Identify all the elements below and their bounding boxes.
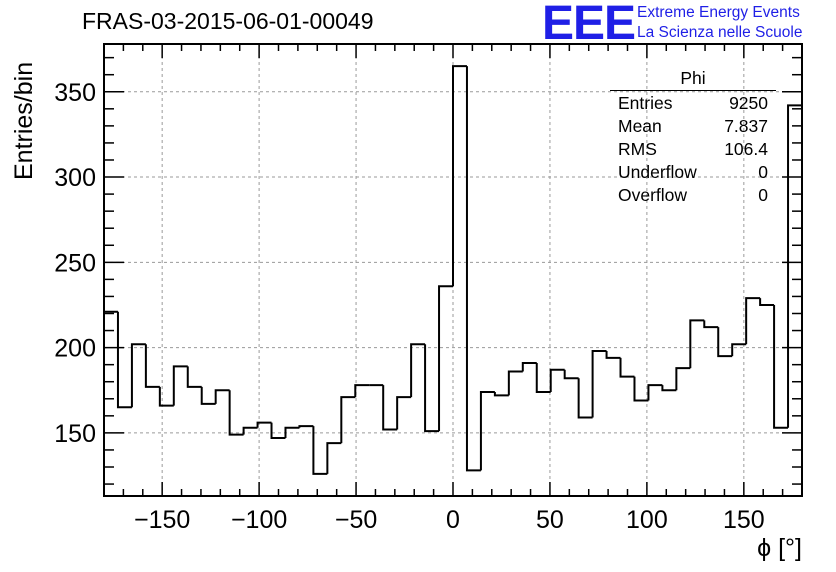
histogram-bin — [172, 365, 188, 406]
x-tick-label: 150 — [723, 506, 765, 534]
histogram-bin — [535, 362, 551, 393]
x-axis: −150 −100 −50 0 50 100 150 — [103, 44, 803, 534]
stats-label: RMS — [618, 139, 657, 159]
histogram-bin — [144, 344, 160, 388]
histogram-bin — [312, 426, 328, 475]
stats-value: 0 — [758, 185, 768, 205]
histogram-bin — [186, 366, 202, 388]
histogram-bin — [479, 390, 495, 471]
logo-line-2: La Scienza nelle Scuole — [637, 24, 803, 41]
histogram-bin — [605, 351, 621, 359]
eee-logo: EEE — [542, 0, 636, 50]
y-tick-label: 150 — [54, 420, 96, 448]
histogram-bin — [493, 391, 509, 397]
histogram-bin — [549, 368, 565, 392]
histogram-bin — [256, 421, 272, 428]
x-axis-label: ϕ [°] — [757, 534, 802, 562]
histogram-bin — [563, 369, 579, 380]
histogram-bin — [270, 422, 286, 440]
stats-label: Underflow — [618, 162, 697, 182]
stats-row-entries: Entries 9250 — [610, 92, 776, 115]
y-tick-label: 350 — [54, 79, 96, 107]
x-tick-label: −50 — [335, 506, 377, 534]
histogram-bin — [284, 426, 300, 439]
stats-title: Phi — [610, 68, 776, 91]
histogram-bin — [703, 320, 719, 329]
stats-box: Phi Entries 9250 Mean 7.837 RMS 106.4 Underflo… — [610, 68, 776, 207]
histogram-bin — [158, 386, 174, 407]
y-axis: 150 200 250 300 350 — [54, 56, 802, 485]
histogram-bin — [438, 285, 453, 432]
histogram-bin — [396, 396, 412, 430]
histogram-bin — [759, 298, 775, 306]
histogram-bin — [717, 327, 733, 358]
stats-value: 106.4 — [724, 139, 768, 159]
histogram-bin — [577, 378, 593, 419]
histogram-bin — [424, 344, 440, 433]
histogram-bin — [354, 384, 370, 398]
stats-label: Overflow — [618, 185, 688, 205]
x-tick-label: 0 — [446, 506, 460, 534]
stats-row-overflow: Overflow 0 — [610, 184, 776, 207]
histogram-bin — [689, 319, 705, 369]
y-tick-label: 200 — [54, 335, 96, 363]
y-tick-label: 300 — [54, 164, 96, 192]
histogram-series — [103, 65, 803, 496]
y-axis-label: Entries/bin — [10, 61, 38, 180]
histogram-bin — [130, 343, 146, 408]
histogram-bin — [452, 65, 467, 287]
histogram-bin — [214, 389, 230, 404]
chart-title: FRAS-03-2015-06-01-00049 — [82, 8, 374, 34]
histogram-bin — [619, 357, 635, 378]
histogram-bin — [521, 361, 537, 372]
stats-label: Mean — [618, 116, 662, 136]
stats-row-mean: Mean 7.837 — [610, 115, 776, 138]
histogram-bin — [326, 442, 342, 474]
histogram-bin — [675, 367, 691, 391]
histogram-bin — [633, 376, 649, 402]
stats-value: 0 — [758, 162, 768, 182]
histogram-bin — [382, 385, 398, 431]
x-tick-label: −100 — [231, 506, 287, 534]
histogram-bin — [731, 343, 747, 357]
histogram-bin — [116, 311, 132, 409]
histogram-bin — [410, 343, 426, 398]
x-tick-label: 100 — [626, 506, 668, 534]
logo-line-1: Extreme Energy Events — [637, 4, 800, 21]
y-tick-label: 250 — [54, 249, 96, 277]
histogram-bin — [745, 297, 761, 345]
histogram-bin — [465, 66, 481, 472]
histogram-bin — [200, 386, 216, 405]
stats-row-underflow: Underflow 0 — [610, 161, 776, 184]
histogram-bin — [228, 390, 244, 436]
x-tick-label: 50 — [536, 506, 564, 534]
histogram-bin — [242, 426, 258, 435]
histogram-bin — [507, 370, 523, 396]
histogram-bin — [647, 384, 663, 401]
stats-label: Entries — [618, 93, 673, 113]
histogram-bin — [591, 350, 607, 418]
stats-value: 7.837 — [724, 116, 768, 136]
histogram-bin — [103, 310, 118, 496]
histogram-bin — [661, 385, 677, 392]
histogram-bin — [340, 396, 356, 444]
histogram-bin — [298, 425, 314, 428]
histogram-bin — [787, 104, 802, 428]
histogram-bin — [773, 304, 789, 429]
stats-value: 9250 — [729, 93, 768, 113]
stats-row-rms: RMS 106.4 — [610, 138, 776, 161]
x-tick-label: −150 — [134, 506, 190, 534]
